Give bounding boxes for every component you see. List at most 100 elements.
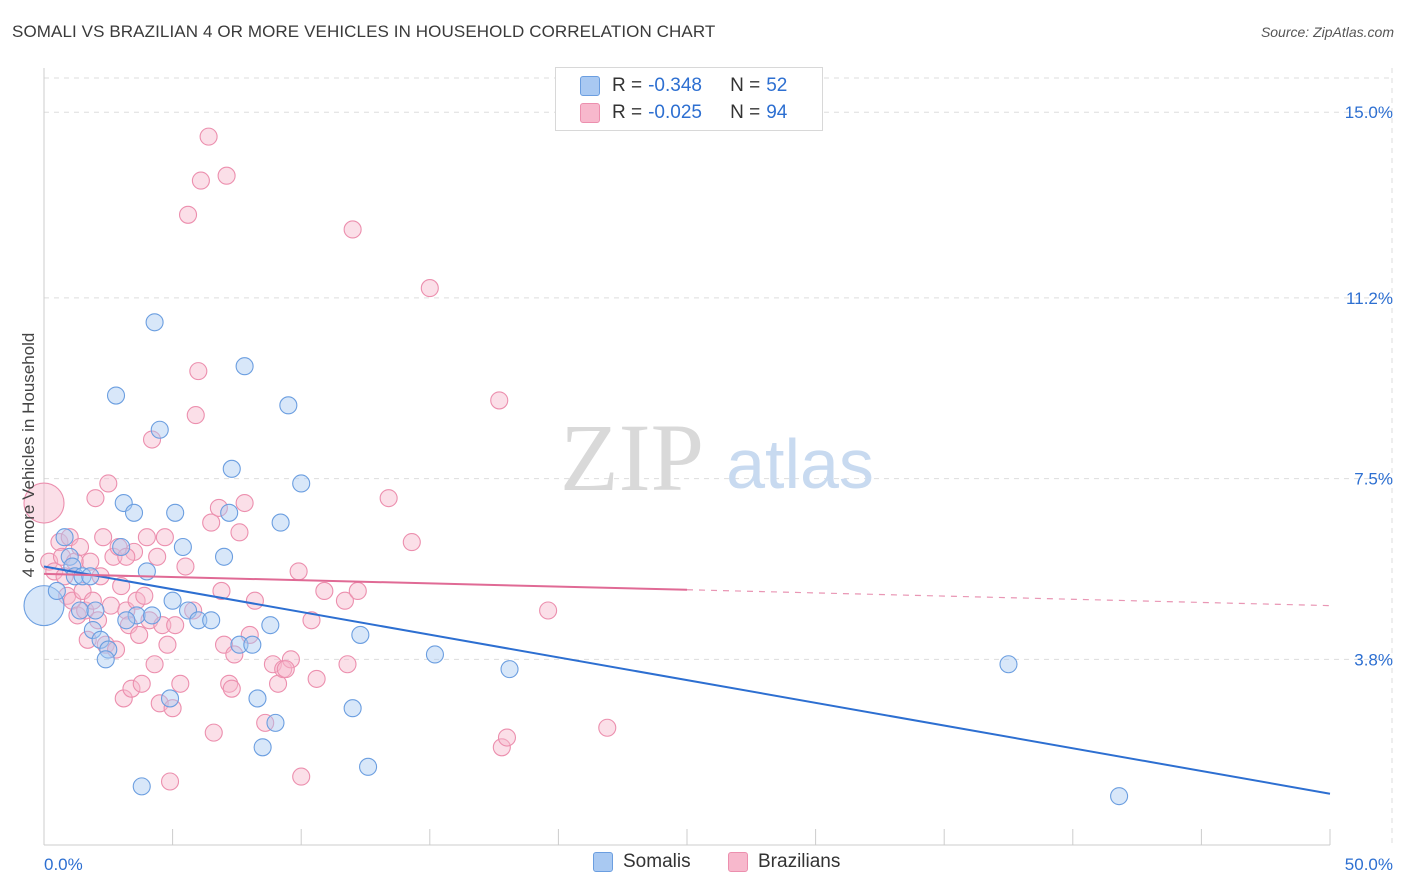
y-tick-label: 3.8% <box>1354 650 1393 669</box>
trend-line-brazilians <box>43 572 688 591</box>
brazilian-point <box>96 635 115 654</box>
somali-point <box>1110 787 1129 806</box>
y-tick-label: 11.2% <box>1346 289 1393 308</box>
brazilian-point <box>235 493 254 513</box>
brazilian-point <box>348 581 367 601</box>
brazilian-point <box>122 679 141 698</box>
brazilian-point <box>137 528 156 547</box>
brazilian-point <box>209 498 228 517</box>
somali-point <box>425 645 444 664</box>
brazilian-point <box>55 567 74 586</box>
somali-point <box>235 357 254 376</box>
legend-label-somalis: Somalis <box>623 851 691 872</box>
somali-point <box>163 591 182 610</box>
brazilian-point <box>145 655 164 674</box>
somali-point <box>55 528 74 547</box>
brazilian-point <box>50 533 69 552</box>
brazilian-point <box>212 581 231 601</box>
brazilian-point <box>225 645 244 664</box>
legend-n-value: 52 <box>766 75 788 96</box>
brazilian-point <box>335 591 354 610</box>
brazilian-point <box>379 489 398 508</box>
somali-point <box>253 738 272 757</box>
legend-swatch-somalis <box>580 76 600 96</box>
somali-point <box>266 713 285 732</box>
y-tick-label: 7.5% <box>1354 470 1393 489</box>
y-tick-label: 15.0% <box>1345 103 1393 122</box>
brazilian-point <box>186 406 205 425</box>
somali-point <box>91 630 110 649</box>
brazilian-point <box>142 430 162 449</box>
brazilian-point <box>176 557 195 576</box>
legend-label-brazilians: Brazilians <box>758 851 841 872</box>
brazilian-point <box>94 528 113 547</box>
somali-point <box>124 503 144 522</box>
legend-swatch-somalis <box>593 852 613 872</box>
brazilian-point <box>220 674 239 693</box>
series-legend: Somalis Brazilians <box>0 851 1406 877</box>
somali-point <box>292 474 311 493</box>
tick-label-layer: 3.8% 7.5% 11.2% 15.0% 0.0% 50.0% <box>44 103 1393 874</box>
somali-point <box>112 537 131 557</box>
brazilian-point <box>497 728 517 747</box>
trend-layer <box>43 565 1331 795</box>
somali-point <box>351 625 370 644</box>
brazilian-point <box>217 166 236 185</box>
somali-point <box>359 757 378 776</box>
legend-r-label: R = <box>612 102 643 123</box>
trend-line-extension <box>686 589 1331 607</box>
y-axis-label: 4 or more Vehicles in Household <box>19 333 38 578</box>
somali-point <box>132 777 151 796</box>
somali-point <box>500 660 519 679</box>
source-label: Source: ZipAtlas.com <box>1260 24 1394 40</box>
brazilian-point <box>99 474 118 493</box>
x-tick-label: 0.0% <box>44 855 83 874</box>
legend-r-value: -0.025 <box>648 102 702 123</box>
legend-n-label: N = <box>730 102 761 123</box>
brazilian-point <box>135 586 154 605</box>
legend-item-somalis[interactable]: Somalis <box>593 851 691 873</box>
somali-point <box>142 606 162 625</box>
somali-point <box>150 420 169 439</box>
brazilian-point <box>23 482 65 524</box>
brazilian-point <box>420 279 439 298</box>
chart-title: SOMALI VS BRAZILIAN 4 OR MORE VEHICLES I… <box>12 22 716 41</box>
brazilian-point <box>184 601 203 620</box>
somali-point <box>279 396 298 415</box>
brazilian-point <box>76 601 95 620</box>
brazilian-point <box>132 674 151 693</box>
brazilian-point <box>402 533 421 552</box>
points-layer <box>23 127 1129 806</box>
axes-layer <box>43 68 1331 846</box>
somali-point <box>214 547 234 566</box>
trend-line-somalis <box>43 565 1331 795</box>
legend-r-label: R = <box>612 75 643 96</box>
somali-point <box>230 635 249 654</box>
somali-point <box>271 513 290 532</box>
somali-point <box>999 655 1018 674</box>
legend-item-brazilians[interactable]: Brazilians <box>728 851 840 873</box>
brazilian-point <box>276 660 295 679</box>
somali-point <box>145 313 164 332</box>
brazilian-point <box>171 674 190 693</box>
brazilian-point <box>199 127 218 146</box>
brazilian-point <box>230 523 249 542</box>
somali-point <box>23 585 65 627</box>
somali-point <box>261 616 280 635</box>
brazilian-point <box>191 171 210 190</box>
x-tick-label: 50.0% <box>1345 855 1393 874</box>
legend-swatch-brazilians <box>580 103 600 123</box>
somali-point <box>222 459 241 478</box>
brazilian-point <box>158 635 177 654</box>
somali-point <box>243 635 262 654</box>
brazilian-point <box>148 547 167 566</box>
brazilian-point <box>539 601 558 620</box>
somali-point <box>343 699 362 718</box>
brazilian-point <box>281 650 300 669</box>
brazilian-point <box>189 362 208 381</box>
brazilian-point <box>307 669 326 688</box>
brazilian-point <box>492 738 511 757</box>
somali-point <box>47 581 66 601</box>
somali-point <box>189 611 208 630</box>
